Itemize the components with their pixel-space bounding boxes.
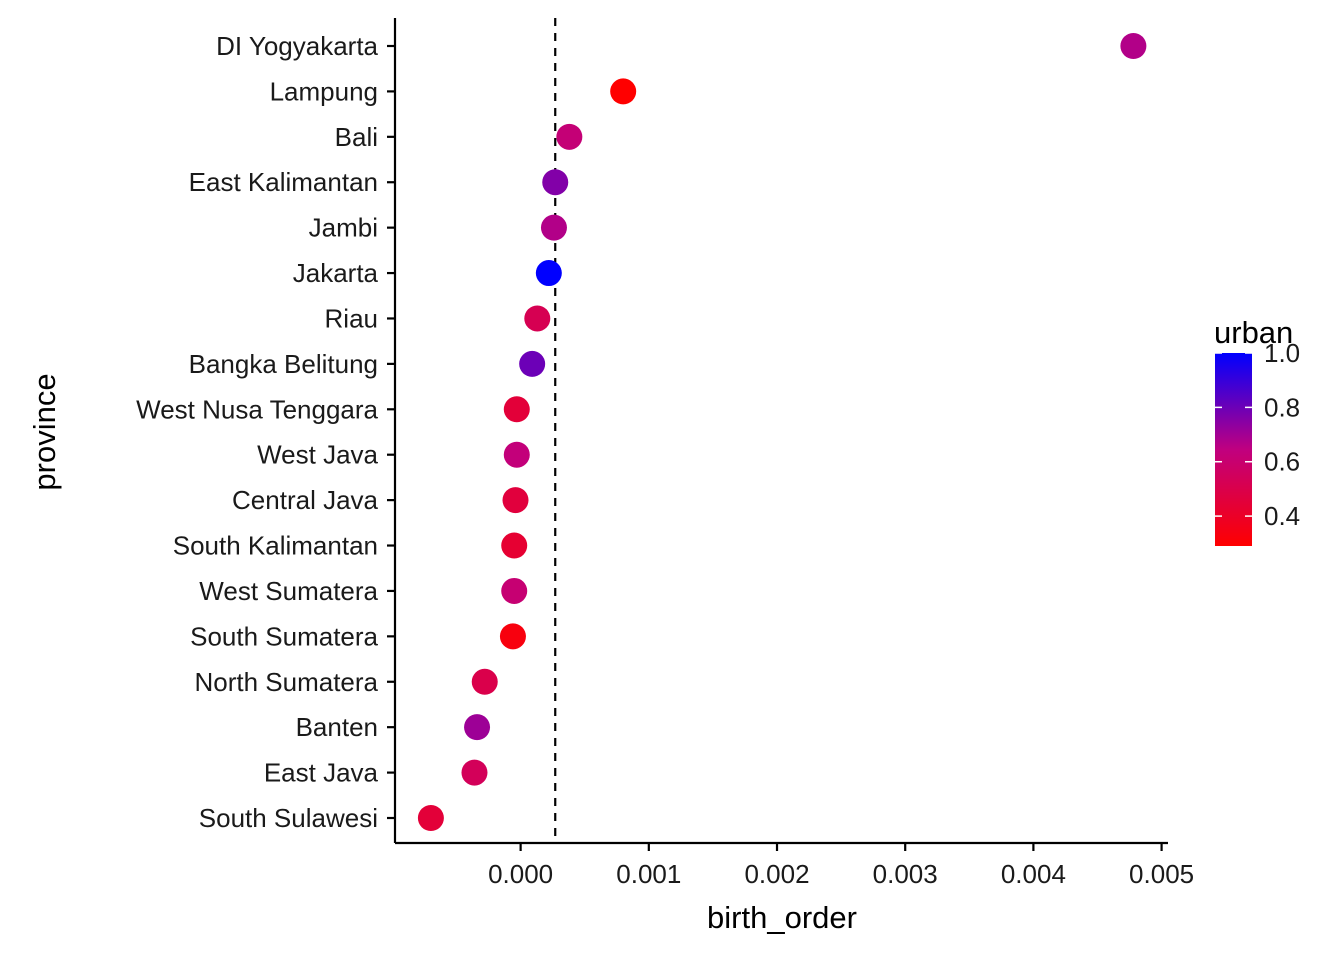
- x-tick-label: 0.003: [873, 859, 938, 889]
- legend-tick-label: 1.0: [1264, 338, 1300, 368]
- data-point: [556, 123, 583, 150]
- y-tick-label: East Kalimantan: [189, 167, 378, 197]
- data-point: [501, 577, 528, 604]
- x-tick-label: 0.004: [1001, 859, 1066, 889]
- y-tick-label: Bali: [335, 122, 378, 152]
- y-tick-label: Riau: [325, 303, 378, 333]
- x-tick-label: 0.001: [616, 859, 681, 889]
- x-axis: 0.000 0.001 0.002 0.003 0.004 0.005: [395, 841, 1194, 889]
- legend-tick-label: 0.6: [1264, 447, 1300, 477]
- y-tick-label: South Sulawesi: [199, 803, 378, 833]
- y-tick-label: South Kalimantan: [173, 531, 378, 561]
- y-tick-label: West Nusa Tenggara: [136, 394, 378, 424]
- y-tick-label: East Java: [264, 758, 379, 788]
- x-tick-label: 0.000: [488, 859, 553, 889]
- data-point: [1120, 33, 1147, 59]
- y-tick-label: Jambi: [309, 213, 378, 243]
- y-tick-label: DI Yogyakarta: [216, 31, 378, 61]
- y-tick-label: North Sumatera: [194, 667, 378, 697]
- y-tick-label: Bangka Belitung: [189, 349, 378, 379]
- data-point: [503, 396, 530, 423]
- data-point: [540, 214, 567, 241]
- y-tick-label: Jakarta: [293, 258, 379, 288]
- x-axis-title: birth_order: [707, 900, 857, 935]
- color-legend: urban 0.4 0.6 0.8 1.0: [1214, 315, 1300, 546]
- data-point: [501, 532, 528, 559]
- y-tick-label: Lampung: [270, 76, 378, 106]
- x-tick-label: 0.002: [744, 859, 809, 889]
- data-point: [519, 350, 546, 377]
- y-tick-label: Banten: [296, 712, 378, 742]
- data-point: [503, 441, 530, 468]
- data-point: [535, 260, 562, 287]
- legend-title: urban: [1214, 315, 1293, 350]
- y-tick-label: West Sumatera: [199, 576, 378, 606]
- data-point: [499, 623, 526, 650]
- plot-panel: [417, 18, 1147, 843]
- data-point: [461, 759, 488, 786]
- data-point: [524, 305, 551, 332]
- data-point: [417, 805, 444, 831]
- data-point: [502, 487, 529, 514]
- y-axis: DI Yogyakarta Lampung Bali East Kalimantan J…: [136, 18, 397, 843]
- legend-tick-label: 0.8: [1264, 392, 1300, 422]
- data-point: [542, 169, 569, 196]
- y-tick-label: South Sumatera: [190, 621, 378, 651]
- x-tick-label: 0.005: [1129, 859, 1194, 889]
- legend-tick-label: 0.4: [1264, 501, 1300, 531]
- y-tick-label: Central Java: [232, 485, 378, 515]
- data-point: [471, 668, 498, 695]
- data-point: [610, 78, 637, 105]
- data-point: [464, 714, 491, 741]
- y-tick-label: West Java: [257, 440, 378, 470]
- y-axis-title: province: [27, 373, 62, 490]
- legend-colorbar: [1215, 353, 1252, 546]
